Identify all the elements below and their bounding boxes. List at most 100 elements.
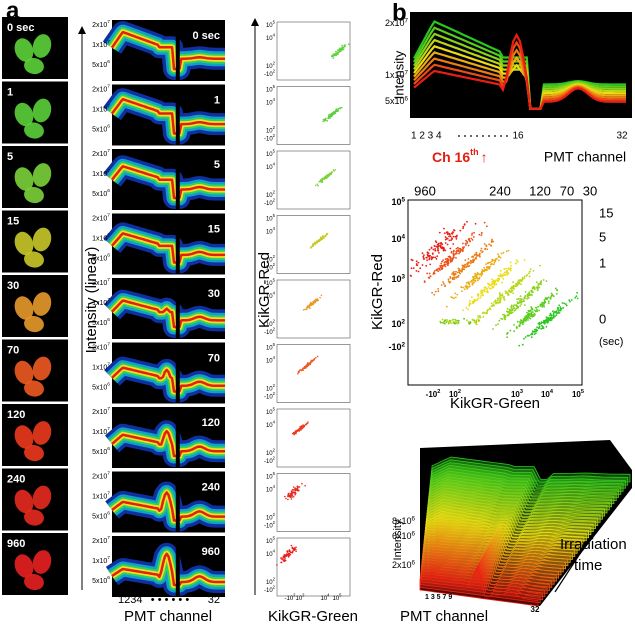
dot-leader (482, 135, 484, 137)
scatter-dot (469, 280, 472, 283)
scatter-dot (526, 297, 528, 300)
scatter-dot (522, 321, 525, 324)
y-tick-label-exp: 5 (273, 278, 276, 283)
y-tick-label-exp: 4 (273, 162, 276, 167)
scatter-dot (423, 280, 426, 282)
scatter-dot (477, 315, 479, 317)
scatter-dot (524, 295, 527, 297)
scatter-dot (341, 47, 344, 50)
x-tick-label: 32 (208, 594, 220, 606)
scatter-dot (296, 430, 299, 432)
scatter-dot (315, 242, 317, 244)
cell-image (2, 533, 68, 595)
scatter-dot (502, 313, 504, 316)
y-tick-label-exp: 5 (273, 342, 276, 347)
y-tick-label-base: 10 (391, 234, 401, 244)
scatter-dot (462, 286, 465, 289)
scatter-box (276, 473, 351, 532)
scatter-dot (288, 549, 291, 551)
spectrum-curve (413, 45, 626, 110)
scatter-dot (291, 489, 294, 491)
scatter-dot (292, 550, 294, 552)
scatter-dot (321, 178, 324, 180)
scatter-dot (543, 322, 546, 325)
scatter-dot (321, 236, 324, 239)
scatter-dot (490, 240, 493, 242)
scatter-dot (417, 261, 420, 264)
scatter-dot (276, 564, 278, 566)
y-tick-label: 105 (266, 407, 276, 416)
scatter-dot (505, 267, 507, 270)
scatter-dot (306, 365, 309, 368)
scatter-dot (434, 240, 437, 243)
scatter-dot (510, 265, 512, 267)
scatter-dot (441, 318, 444, 321)
y-tick-label-exp: 7 (107, 19, 110, 25)
scatter-dot (288, 550, 291, 553)
cell (14, 360, 34, 385)
scatter-dot (563, 302, 566, 305)
y-tick-label: 1x107 (92, 362, 110, 371)
scatter-dot (449, 256, 451, 259)
scatter-dot (447, 278, 450, 281)
scatter-dot (480, 275, 483, 277)
scatter-dot (498, 259, 500, 262)
x-tick-label-base: 10 (541, 390, 550, 399)
scatter-dot (565, 304, 568, 307)
scatter-dot (483, 266, 485, 269)
scatter-dot (488, 243, 490, 246)
time-label: 0 sec (192, 30, 220, 42)
scatter-dot (503, 268, 506, 270)
y-tick-label: 1x107 (92, 555, 110, 564)
y-tick-label-base: 8x10 (392, 516, 412, 526)
scatter-dot (294, 494, 296, 496)
scatter-dot (517, 279, 520, 282)
scatter-dot (426, 272, 428, 275)
y-tick-label-base: -10 (264, 136, 273, 142)
scatter-dot (498, 319, 501, 322)
time-label: 1 (214, 94, 220, 106)
scatter-dot (323, 178, 326, 180)
y-tick-label: -102 (264, 69, 276, 78)
y-tick-label-exp: 6 (107, 511, 110, 517)
scatter-dot (462, 227, 464, 230)
time-label: 120 (529, 183, 551, 198)
scatter-dot (498, 277, 500, 280)
y-tick-label-base: -10 (264, 588, 273, 594)
cell-image (2, 81, 68, 144)
y-tick-label-base: 2x10 (92, 86, 107, 93)
scatter-dot (524, 316, 527, 319)
scatter-dot (458, 271, 461, 274)
scatter-dot (530, 333, 532, 336)
y-tick-label: 1x107 (92, 233, 110, 242)
scatter-dot (518, 324, 521, 327)
scatter-dot (338, 51, 340, 53)
scatter-dot (462, 264, 465, 267)
scatter-dot (307, 421, 309, 423)
scatter-dot (317, 299, 320, 302)
scatter-dot (519, 305, 522, 307)
scatter-dot (476, 318, 478, 321)
scatter-dot (426, 253, 429, 256)
scatter-dot (480, 234, 483, 237)
scatter-dot (525, 314, 528, 317)
time-label: 15 (7, 215, 19, 227)
scatter-dot (410, 275, 413, 277)
y-tick-label: 2x107 (92, 19, 110, 28)
scatter-dot (446, 260, 449, 263)
x-tick-label: 1 3 5 7 9 (425, 594, 452, 601)
scatter-dot (439, 245, 442, 248)
scatter-dot (449, 319, 451, 322)
scatter-dot (549, 316, 552, 319)
y-tick-label-exp: 6 (107, 59, 110, 65)
scatter-dot (504, 290, 507, 293)
scatter-dot (480, 247, 483, 250)
scatter-dot (287, 493, 290, 495)
scatter-dot (295, 550, 297, 553)
scatter-dot (455, 296, 457, 299)
scatter-dot (427, 252, 430, 255)
scatter-dot (506, 270, 508, 273)
scatter-dot (531, 315, 534, 318)
scatter-dot (477, 317, 480, 319)
